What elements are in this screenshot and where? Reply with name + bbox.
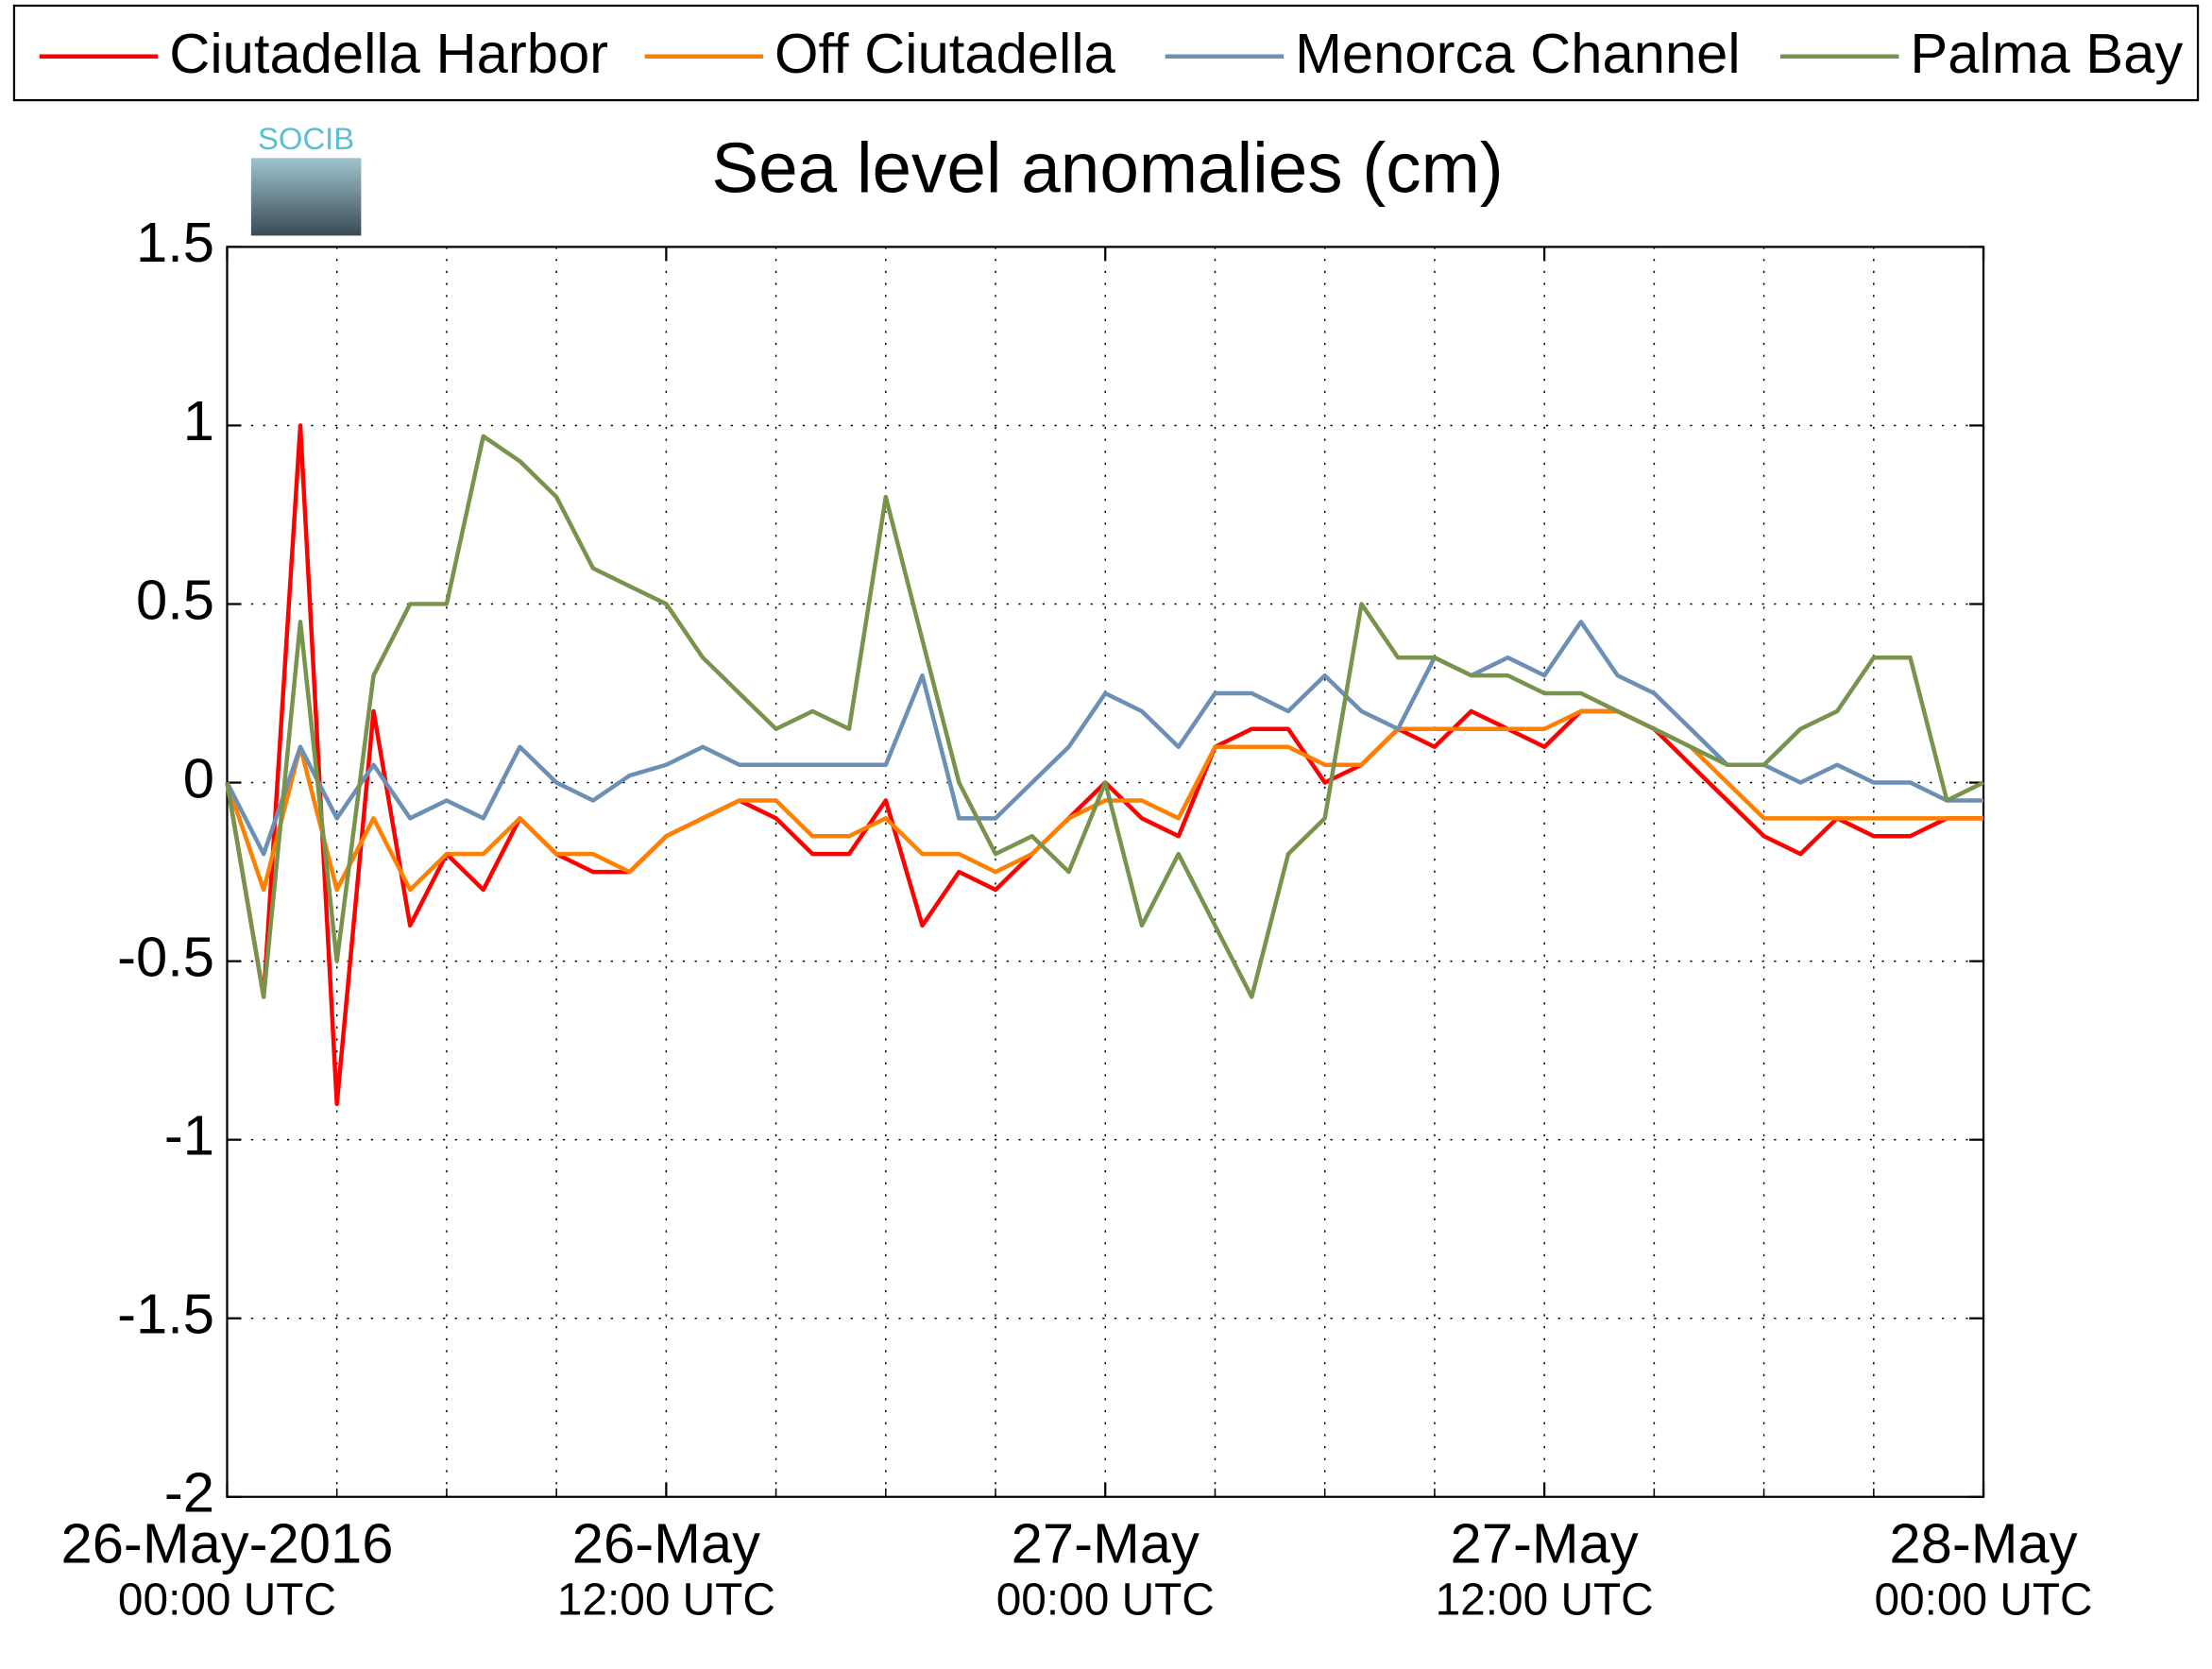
x-tick-label: 00:00 UTC — [1875, 1575, 2093, 1625]
chart-title: Sea level anomalies (cm) — [711, 128, 1503, 207]
y-tick-label: 0.5 — [136, 568, 214, 631]
x-tick-label: 28-May — [1889, 1511, 2077, 1575]
y-tick-label: -2 — [164, 1461, 214, 1524]
x-tick-label: 00:00 UTC — [996, 1575, 1215, 1625]
x-tick-label: 27-May — [1451, 1511, 1639, 1575]
legend-label: Palma Bay — [1910, 22, 2183, 85]
y-tick-label: 0 — [183, 746, 214, 809]
legend-label: Off Ciutadella — [774, 22, 1116, 85]
legend-box — [12, 4, 2200, 102]
y-tick-label: -0.5 — [117, 925, 214, 988]
logo-image — [250, 158, 362, 236]
legend-label: Ciutadella Harbor — [169, 22, 608, 85]
series-line — [225, 434, 1985, 999]
legend-label: Menorca Channel — [1295, 22, 1741, 85]
x-tick-label: 26-May — [572, 1511, 760, 1575]
series-line — [225, 620, 1984, 857]
x-tick-label: 12:00 UTC — [1436, 1575, 1654, 1625]
x-tick-label: 27-May — [1012, 1511, 1200, 1575]
y-tick-label: -1.5 — [117, 1282, 214, 1345]
logo-text: SOCIB — [258, 121, 354, 156]
x-tick-label: 26-May-2016 — [60, 1511, 393, 1575]
y-tick-label: -1 — [164, 1103, 214, 1167]
y-tick-label: 1.5 — [136, 211, 214, 274]
x-tick-label: 00:00 UTC — [118, 1575, 336, 1625]
x-tick-label: 12:00 UTC — [557, 1575, 775, 1625]
y-tick-label: 1 — [183, 389, 214, 452]
